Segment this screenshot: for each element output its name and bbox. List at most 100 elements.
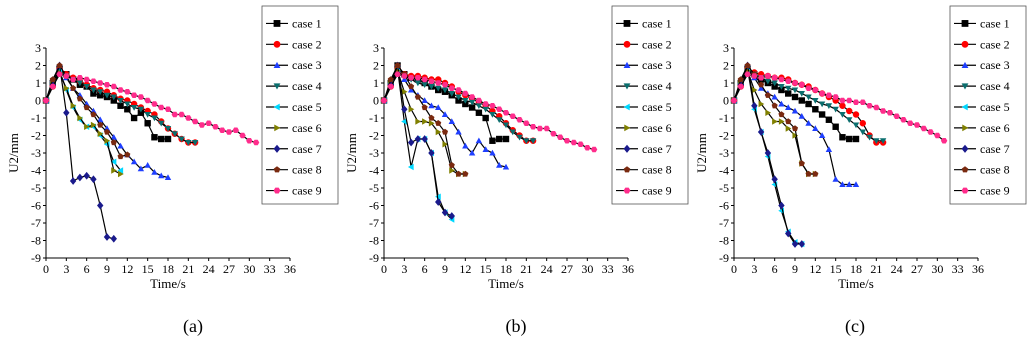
legend-item: case 4 xyxy=(266,79,322,93)
x-tick-label: 24 xyxy=(891,262,903,276)
data-point xyxy=(482,101,489,107)
y-tick-label: -6 xyxy=(719,199,729,213)
data-point xyxy=(158,104,165,111)
data-point xyxy=(772,118,778,125)
data-point xyxy=(489,102,496,109)
y-axis-label: U2/mm xyxy=(694,133,709,173)
data-point xyxy=(407,163,414,171)
y-tick-label: -9 xyxy=(719,251,729,265)
data-point xyxy=(178,136,185,143)
legend-item: case 7 xyxy=(954,142,1010,156)
legend-item: case 7 xyxy=(266,142,322,156)
data-point xyxy=(415,118,422,125)
y-tick-label: -5 xyxy=(31,181,41,195)
data-point xyxy=(103,233,111,241)
data-point xyxy=(83,104,90,111)
data-point xyxy=(408,83,415,90)
data-point xyxy=(798,113,805,119)
y-tick-label: -2 xyxy=(369,129,379,143)
legend-marker xyxy=(623,166,631,173)
x-tick-label: 27 xyxy=(561,262,573,276)
series-case-9 xyxy=(42,71,260,146)
x-tick-label: 15 xyxy=(830,262,842,276)
legend: case 1 case 2 case 3 case 4 case 5 case 6 case… xyxy=(611,5,689,205)
data-point xyxy=(812,170,819,177)
data-point xyxy=(778,111,785,118)
legend-item: case 3 xyxy=(266,58,322,72)
x-axis-label: Time/s xyxy=(150,276,186,291)
data-point xyxy=(812,106,819,113)
data-point xyxy=(69,76,77,83)
data-point xyxy=(468,104,476,111)
y-tick-label: -8 xyxy=(719,234,729,248)
series-case-9 xyxy=(380,71,598,153)
legend-item: case 1 xyxy=(616,16,672,30)
data-point xyxy=(117,97,124,104)
series-case-9 xyxy=(730,71,948,144)
data-point xyxy=(130,114,138,122)
data-point xyxy=(832,106,839,113)
data-point xyxy=(529,138,537,144)
legend-marker xyxy=(961,144,969,153)
y-tick-label: -1 xyxy=(719,111,729,125)
data-point xyxy=(144,162,151,168)
data-point xyxy=(496,106,503,113)
data-point xyxy=(771,83,778,90)
x-tick-label: 33 xyxy=(264,262,276,276)
legend-label: case 3 xyxy=(642,58,672,72)
y-axis-label: U2/mm xyxy=(344,133,359,173)
data-point xyxy=(110,139,117,146)
data-point xyxy=(84,123,90,130)
data-point xyxy=(76,95,83,102)
data-point xyxy=(448,85,455,92)
y-tick-label: 0 xyxy=(723,94,729,108)
data-point xyxy=(778,86,785,94)
data-point xyxy=(468,99,476,106)
data-point xyxy=(414,93,421,100)
legend-item: case 1 xyxy=(954,16,1010,30)
data-point xyxy=(435,198,442,206)
data-point xyxy=(401,73,408,79)
data-point xyxy=(137,165,145,172)
panel-label: (a) xyxy=(183,316,203,337)
data-point xyxy=(791,80,799,86)
data-point xyxy=(879,108,887,114)
data-point xyxy=(144,97,151,104)
legend-label: case 2 xyxy=(292,37,322,51)
legend-marker xyxy=(623,61,631,68)
data-point xyxy=(137,94,145,100)
x-tick-label: 12 xyxy=(459,262,471,276)
data-point xyxy=(422,118,428,125)
data-point xyxy=(839,102,846,109)
panel-label: (b) xyxy=(506,316,527,337)
data-point xyxy=(90,175,97,184)
data-point xyxy=(124,88,131,95)
data-point xyxy=(455,97,462,104)
legend-label: case 8 xyxy=(642,163,672,177)
data-point xyxy=(448,90,455,97)
data-point xyxy=(130,92,138,99)
data-point xyxy=(832,176,839,182)
data-point xyxy=(757,85,765,91)
data-point xyxy=(744,71,751,78)
data-point xyxy=(97,130,104,137)
data-point xyxy=(778,118,785,125)
data-point xyxy=(151,134,158,141)
data-point xyxy=(171,111,178,118)
data-point xyxy=(164,125,172,132)
legend-item: case 6 xyxy=(954,121,1010,135)
data-point xyxy=(63,85,70,92)
y-tick-label: -7 xyxy=(31,216,41,230)
legend-marker xyxy=(273,187,281,194)
data-point xyxy=(852,181,860,188)
y-tick-label: -8 xyxy=(369,234,379,248)
legend-label: case 7 xyxy=(642,142,672,156)
legend-marker xyxy=(623,20,631,27)
data-point xyxy=(737,83,744,90)
data-point xyxy=(798,160,805,167)
legend-item: case 2 xyxy=(266,37,322,51)
data-point xyxy=(846,117,853,123)
data-point xyxy=(164,135,172,143)
